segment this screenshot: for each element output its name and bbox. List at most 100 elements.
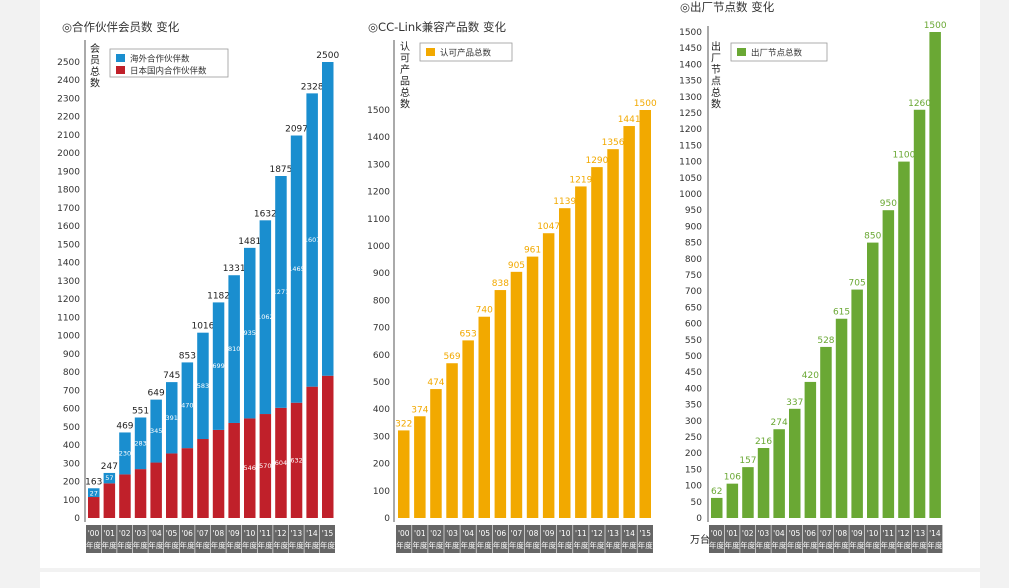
y-tick-label: 350 xyxy=(685,401,702,411)
y-tick-label: 550 xyxy=(685,336,702,346)
y-tick-label: 100 xyxy=(63,496,80,506)
x-category-year: '01 xyxy=(103,529,115,538)
bar-primary xyxy=(478,316,490,518)
y-axis-label: 认可产品总数 xyxy=(400,40,410,111)
bar-primary xyxy=(462,340,474,518)
bar-primary xyxy=(757,448,770,518)
legend: 出厂节点总数 xyxy=(730,42,828,62)
x-category-unit: 年度 xyxy=(258,540,273,550)
x-category-box xyxy=(605,525,621,553)
x-category-box xyxy=(524,525,541,553)
y-tick-label: 1250 xyxy=(679,109,702,119)
x-category-year: '08 xyxy=(212,529,224,538)
y-tick-label: 1800 xyxy=(57,186,80,196)
bar-primary xyxy=(867,242,879,518)
y-tick-label: 0 xyxy=(384,514,390,524)
bar-secondary xyxy=(134,417,147,470)
y-tick-label: 500 xyxy=(373,378,390,388)
x-category-year: '09 xyxy=(543,529,555,538)
bar-primary xyxy=(542,233,555,518)
legend-swatch xyxy=(737,48,746,56)
y-tick-label: 200 xyxy=(373,460,390,470)
x-category-unit: 年度 xyxy=(740,540,755,550)
x-category-year: '00 xyxy=(88,529,100,538)
bar-primary xyxy=(103,483,116,518)
y-tick-label: 1100 xyxy=(679,158,702,168)
y-tick-label: 50 xyxy=(691,498,703,508)
bar-primary xyxy=(773,429,785,518)
y-tick-label: 700 xyxy=(63,386,80,396)
bars: 322 374 474 569 653 740 838 905 961 1047 1139 1219 1… xyxy=(395,99,657,518)
x-category-year: '06 xyxy=(181,529,193,538)
x-category-unit: 年度 xyxy=(461,540,476,550)
bar-segment-label: 345 xyxy=(150,427,162,435)
x-category-box xyxy=(396,525,412,553)
x-category-year: '09 xyxy=(851,529,863,538)
bar-secondary xyxy=(103,472,116,484)
y-tick-label: 100 xyxy=(373,487,390,497)
bar-secondary xyxy=(181,362,194,449)
bar-value-label: 745 xyxy=(163,371,180,381)
bar-value-label: 1875 xyxy=(269,165,292,175)
x-category-year: '07 xyxy=(820,529,832,538)
x-category-box xyxy=(288,525,304,553)
x-category-unit: 年度 xyxy=(787,540,802,550)
x-category-year: '06 xyxy=(495,529,507,538)
y-tick-label: 300 xyxy=(373,432,390,442)
bar-primary xyxy=(559,208,571,518)
legend-label: 认可产品总数 xyxy=(440,48,492,59)
bar-secondary xyxy=(150,399,162,463)
bar-secondary xyxy=(322,62,334,376)
x-category-year: '00 xyxy=(398,529,410,538)
bar-primary xyxy=(166,453,178,518)
bar-primary xyxy=(607,149,619,518)
bar-segment-label: 230 xyxy=(119,449,131,457)
bar-primary xyxy=(835,318,848,518)
y-tick-label: 2400 xyxy=(57,76,80,86)
bar-value-label: 905 xyxy=(508,261,525,271)
bar-segment-label: 27 xyxy=(90,489,98,497)
x-category-unit: 年度 xyxy=(771,540,786,550)
bar-primary xyxy=(510,271,523,518)
y-tick-label: 1200 xyxy=(367,188,390,198)
bar-primary xyxy=(430,389,442,518)
bar-primary xyxy=(306,386,318,518)
x-category-year: '08 xyxy=(835,529,847,538)
bar-segment-label: 546 xyxy=(244,464,256,472)
chart-title: ◎出厂节点数 变化 xyxy=(680,0,775,14)
x-category-box xyxy=(865,525,880,553)
x-category-box xyxy=(740,525,756,553)
x-category-unit: 年度 xyxy=(912,540,927,550)
y-tick-label: 300 xyxy=(63,459,80,469)
x-category-unit: 年度 xyxy=(180,540,195,550)
x-category-year: '02 xyxy=(430,529,442,538)
x-category-box xyxy=(428,525,444,553)
bar-value-label: 157 xyxy=(739,456,756,466)
y-tick-label: 1400 xyxy=(679,60,702,70)
x-category-box xyxy=(508,525,525,553)
x-category-box xyxy=(101,525,117,553)
x-category-unit: 年度 xyxy=(589,540,604,550)
bar-secondary xyxy=(119,432,131,475)
y-axis-ticks: 0 100 200 300 400 500 600 700 800 900 1000 1100 1200… xyxy=(57,58,80,524)
x-category-box xyxy=(709,525,724,553)
bar-segment-label: 1465 xyxy=(288,265,305,273)
x-category-unit: 年度 xyxy=(117,540,132,550)
x-category-year: '13 xyxy=(290,529,302,538)
legend-swatch xyxy=(116,66,125,74)
y-tick-label: 1450 xyxy=(679,44,702,54)
bar-segment-label: 283 xyxy=(134,439,146,447)
x-category-box xyxy=(771,525,787,553)
bar-segment-label: 470 xyxy=(181,401,193,409)
bar-value-label: 322 xyxy=(395,419,412,429)
bar-primary xyxy=(414,416,426,518)
y-tick-label: 2300 xyxy=(57,94,80,104)
y-tick-label: 1200 xyxy=(57,295,80,305)
bar-primary xyxy=(882,210,895,518)
bar-segment-label: 570 xyxy=(259,462,271,470)
bar-primary xyxy=(742,467,754,518)
x-category-unit: 年度 xyxy=(102,540,117,550)
bar-primary xyxy=(526,256,539,518)
x-category-box xyxy=(802,525,818,553)
y-tick-label: 850 xyxy=(685,239,702,249)
